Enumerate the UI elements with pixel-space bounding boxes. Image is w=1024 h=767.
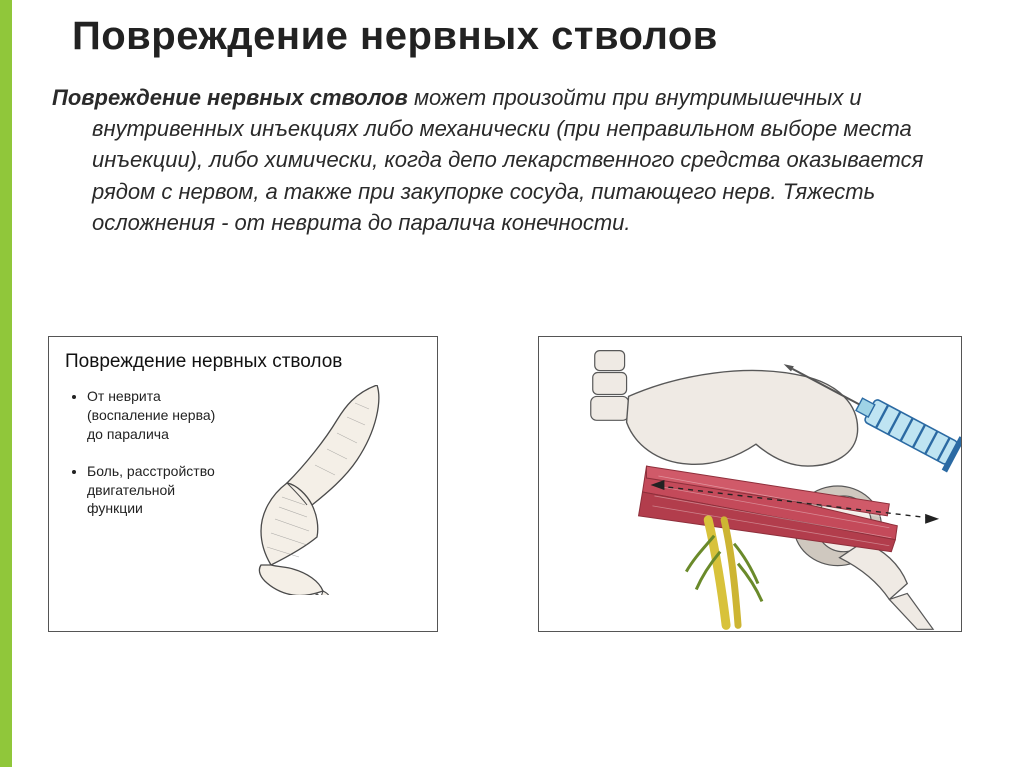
panels-row: Повреждение нервных стволов От неврита (… <box>48 336 988 632</box>
list-item: От неврита (воспаление нерва) до паралич… <box>87 387 227 444</box>
list-item: Боль, расстройство двигательной функции <box>87 462 227 519</box>
spine-icon <box>591 351 629 421</box>
sciatic-nerve <box>686 520 762 626</box>
accent-bar <box>0 0 12 767</box>
page-title: Повреждение нервных стволов <box>72 14 718 59</box>
arm-illustration <box>227 385 427 595</box>
hip-injection-illustration <box>539 337 961 631</box>
body-paragraph: Повреждение нервных стволов может произо… <box>52 82 972 238</box>
left-panel-title: Повреждение нервных стволов <box>65 351 421 373</box>
body-lead: Повреждение нервных стволов <box>52 85 408 110</box>
panel-right <box>538 336 962 632</box>
slide-root: Повреждение нервных стволов Повреждение … <box>0 0 1024 767</box>
panel-left: Повреждение нервных стволов От неврита (… <box>48 336 438 632</box>
femur-shaft <box>840 542 908 600</box>
